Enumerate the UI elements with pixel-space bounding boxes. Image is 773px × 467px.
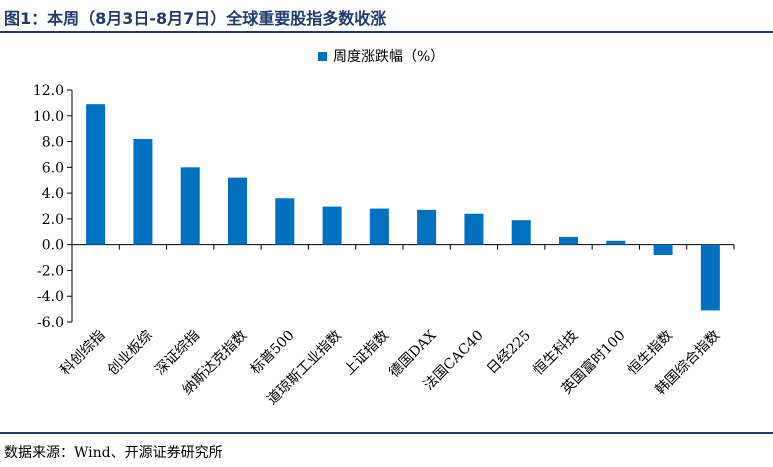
y-tick-label: 10.0 <box>33 109 64 125</box>
x-tick-label: 上证指数 <box>341 328 392 379</box>
bar <box>417 209 437 245</box>
bar <box>322 206 342 245</box>
bar <box>606 240 626 245</box>
y-tick-label: 0.0 <box>42 238 64 254</box>
source-bar: 数据来源：Wind、开源证券研究所 <box>0 432 773 467</box>
x-tick-label: 创业板综 <box>105 328 156 379</box>
x-tick-label: 日经225 <box>484 328 534 378</box>
figure-title: 图1：本周（8月3日-8月7日）全球重要股指多数收涨 <box>4 9 387 28</box>
bar <box>700 244 720 311</box>
legend-label: 周度涨跌幅（%） <box>333 49 444 65</box>
legend-swatch <box>318 52 327 61</box>
bar <box>275 198 295 245</box>
bar <box>369 208 389 245</box>
figure-title-bar: 图1：本周（8月3日-8月7日）全球重要股指多数收涨 <box>0 0 773 33</box>
y-tick-label: 4.0 <box>42 186 64 202</box>
x-tick-label: 科创综指 <box>58 328 109 379</box>
bar <box>653 244 673 255</box>
bar-chart: 周度涨跌幅（%） 12.0 10.0 8.0 6.0 4.0 2.0 0.0 -2.0 -4.0 -… <box>33 49 735 408</box>
y-tick-label: 2.0 <box>42 212 64 228</box>
bar <box>559 236 578 245</box>
source-note: 数据来源：Wind、开源证券研究所 <box>4 445 223 461</box>
bar <box>180 167 200 245</box>
bar <box>464 213 484 245</box>
bar <box>133 138 153 245</box>
chart-area: 周度涨跌幅（%） 12.0 10.0 8.0 6.0 4.0 2.0 0.0 -2.0 -4.0 -… <box>0 34 773 432</box>
y-tick-label: -6.0 <box>37 315 64 331</box>
y-tick-label: -4.0 <box>37 289 64 305</box>
y-tick-label: -2.0 <box>37 263 64 279</box>
bar <box>86 104 106 245</box>
bar <box>228 177 247 245</box>
y-tick-label: 12.0 <box>33 83 64 99</box>
bar <box>511 220 531 245</box>
y-tick-label: 6.0 <box>42 160 64 176</box>
y-tick-label: 8.0 <box>42 135 64 151</box>
